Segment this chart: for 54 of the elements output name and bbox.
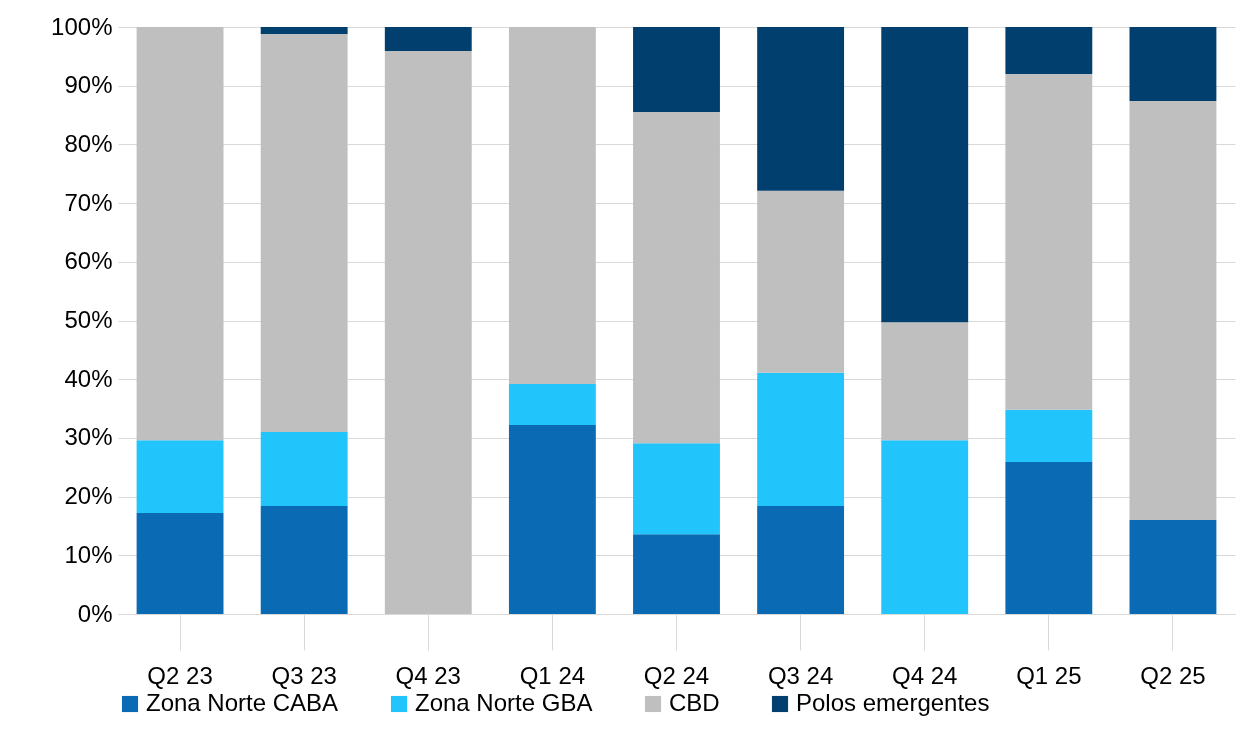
y-tick-label: 100% <box>51 12 113 40</box>
x-tick-label: Q4 24 <box>892 661 958 689</box>
bar <box>881 27 969 323</box>
x-tick-label: Q3 23 <box>271 661 337 689</box>
x-tick-label: Q2 24 <box>643 661 710 689</box>
x-tick-label: Q2 23 <box>147 661 213 689</box>
bar <box>1129 520 1217 614</box>
legend-label: Polos emergentes <box>796 689 990 716</box>
bar <box>1129 27 1217 101</box>
bar <box>136 513 224 614</box>
legend-label: CBD <box>669 689 720 716</box>
bar <box>633 443 720 535</box>
x-tick-label: Q1 24 <box>519 661 586 689</box>
y-tick-label: 0% <box>77 599 113 627</box>
bar <box>1005 461 1093 614</box>
bar <box>1005 27 1093 74</box>
bar <box>757 190 845 373</box>
y-tick-label: 40% <box>64 364 113 392</box>
y-tick-label: 70% <box>64 188 113 216</box>
y-tick-label: 30% <box>64 423 113 451</box>
bar <box>136 27 224 441</box>
bar <box>881 440 969 614</box>
bar <box>633 27 720 113</box>
legend-label: Zona Norte CABA <box>146 689 339 716</box>
bar <box>633 534 720 614</box>
x-tick-label: Q3 24 <box>767 661 834 689</box>
bar <box>508 383 596 425</box>
bar <box>260 34 348 433</box>
y-tick-label: 10% <box>64 540 113 568</box>
bar <box>508 27 596 384</box>
bar <box>1005 73 1093 410</box>
x-tick-label: Q2 25 <box>1140 661 1206 689</box>
bar <box>757 505 845 614</box>
bar <box>1005 409 1093 462</box>
y-tick-label: 50% <box>64 306 113 333</box>
x-tick-label: Q4 23 <box>395 661 461 689</box>
bar <box>384 51 472 614</box>
bar <box>757 372 845 506</box>
bar <box>260 432 348 506</box>
bar <box>1129 100 1217 521</box>
y-tick-label: 60% <box>64 247 113 275</box>
bar <box>136 440 224 514</box>
x-tick-label: Q1 25 <box>1016 661 1082 689</box>
bar <box>508 424 596 614</box>
y-tick-label: 80% <box>64 129 113 157</box>
legend-label: Zona Norte GBA <box>415 689 593 716</box>
bar <box>757 27 845 191</box>
y-tick-label: 90% <box>64 71 113 99</box>
bar <box>384 27 472 52</box>
y-tick-label: 20% <box>64 482 113 510</box>
bar <box>260 27 348 35</box>
bar <box>881 322 969 441</box>
bar <box>633 112 720 444</box>
bar <box>260 505 348 614</box>
